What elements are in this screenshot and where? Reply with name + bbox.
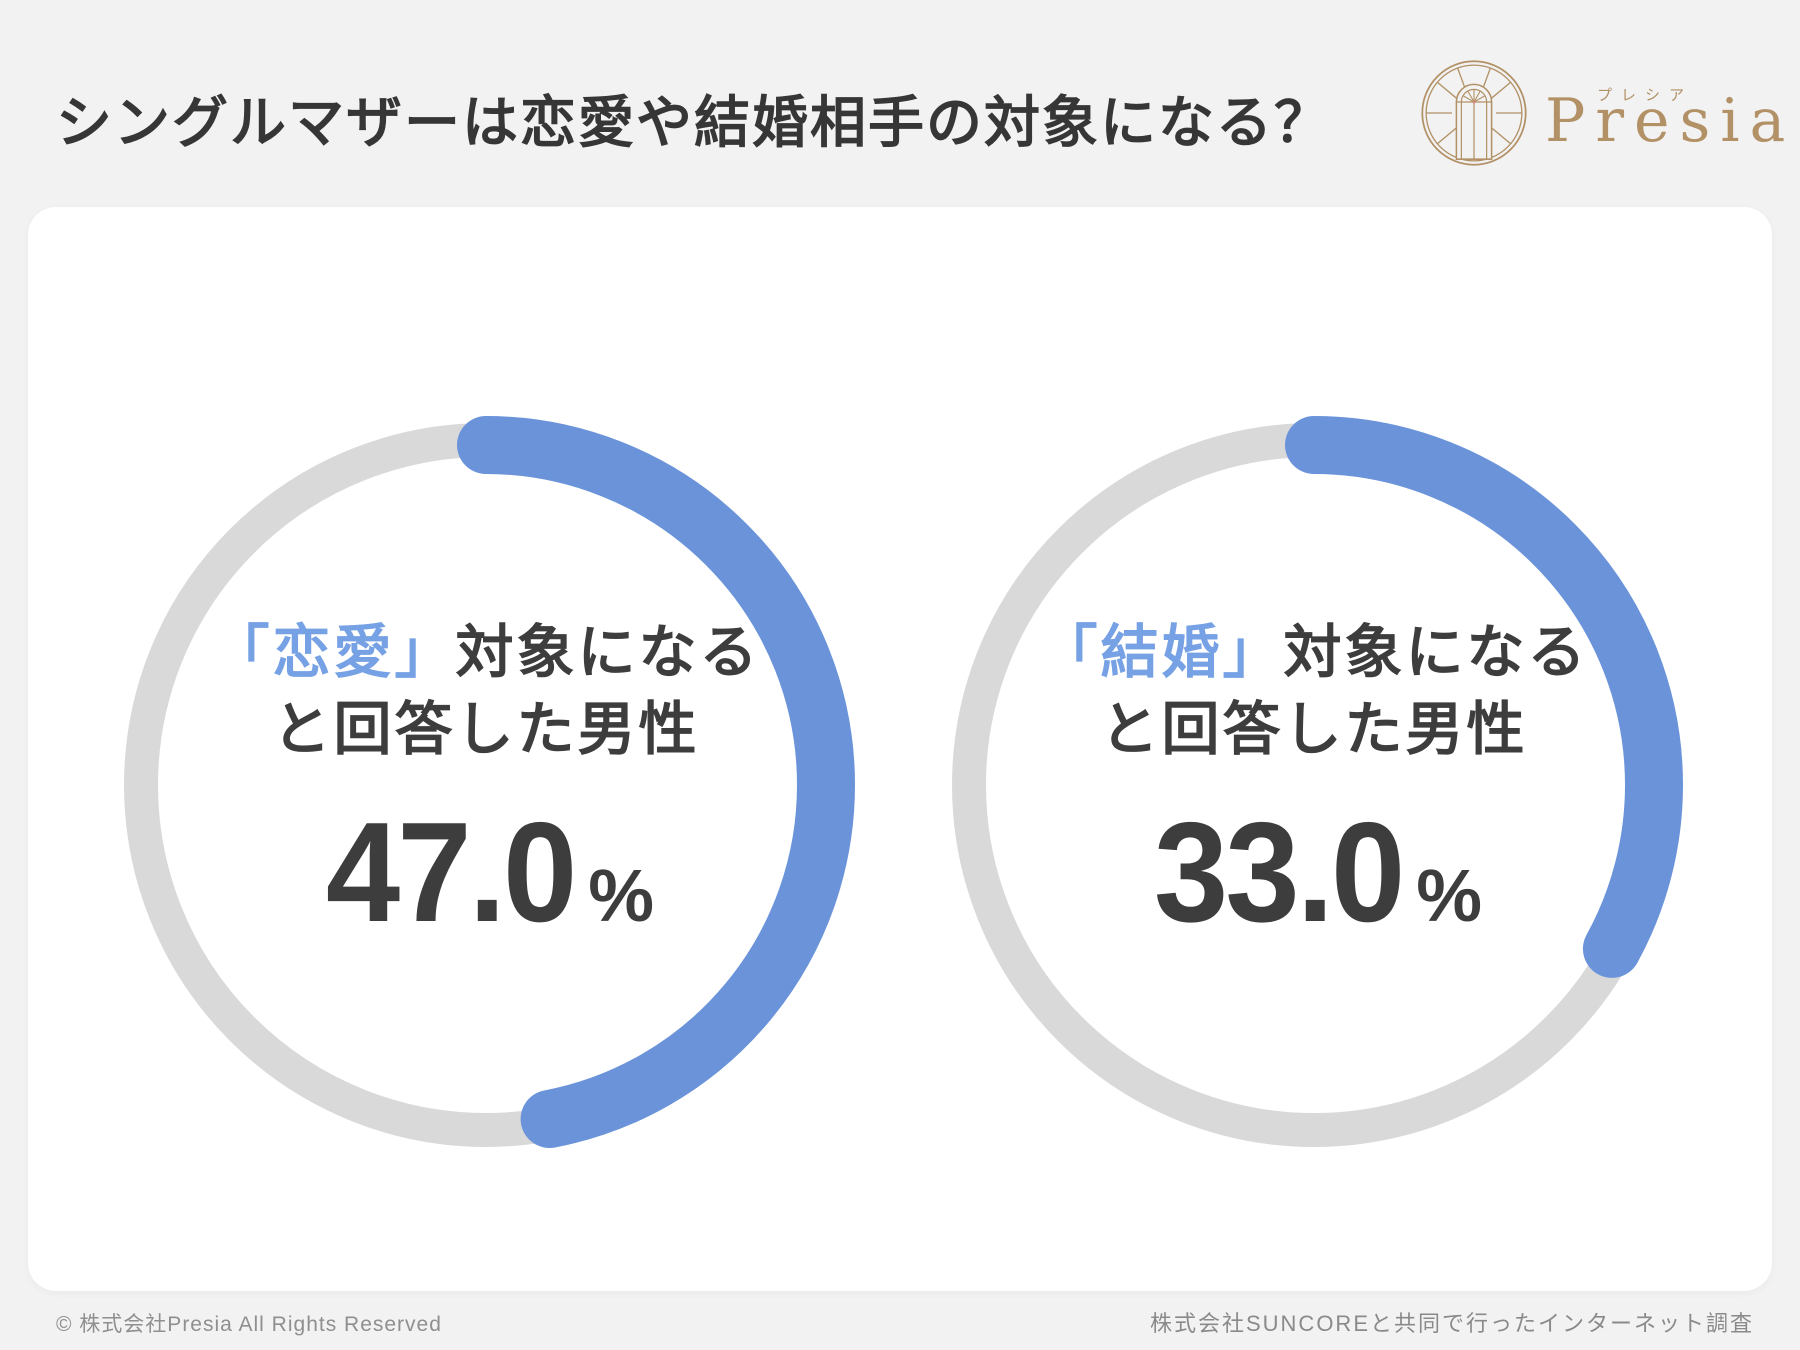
page-title: シングルマザーは恋愛や結婚相手の対象になる？	[56, 91, 1332, 154]
donut-romance-label: 「恋愛」対象になる と回答した男性 47.0%	[116, 415, 856, 1155]
donut-subtitle: と回答した男性	[272, 697, 700, 762]
donut-marriage-label: 「結婚」対象になる と回答した男性 33.0%	[944, 415, 1684, 1155]
logo-wordmark: Presia	[1545, 86, 1796, 156]
chart-card	[28, 207, 1772, 1291]
logo-red-dot	[1472, 100, 1476, 104]
donut-title: 「恋愛」対象になる	[211, 615, 760, 692]
presia-window-icon	[1421, 60, 1527, 166]
donut-percentage: 47.0%	[318, 791, 654, 955]
percent-value: 47.0	[325, 792, 577, 952]
percent-unit: %	[1416, 853, 1483, 937]
percent-unit: %	[588, 853, 655, 937]
donut-value-arc	[945, 416, 1683, 1154]
logo-fan-rays	[1462, 89, 1486, 103]
presia-logo: プレシア Presia	[1419, 56, 1785, 170]
donut-title-rest: 対象になる	[455, 620, 761, 686]
donut-title-highlight: 「恋愛」	[211, 620, 456, 686]
donut-marriage-chart	[945, 416, 1683, 1154]
donut-title-rest: 対象になる	[1283, 620, 1589, 686]
donut-value-arc	[117, 416, 855, 1154]
donut-marriage: 「結婚」対象になる と回答した男性 33.0%	[944, 415, 1684, 1155]
survey-source-text: 株式会社SUNCOREと共同で行ったインターネット調査	[1149, 1311, 1754, 1336]
donut-title: 「結婚」対象になる	[1039, 615, 1588, 692]
percent-value: 33.0	[1153, 792, 1405, 952]
logo-katakana: プレシア	[1597, 87, 1694, 104]
donut-subtitle: と回答した男性	[1100, 697, 1528, 762]
donut-percentage: 33.0%	[1146, 791, 1482, 955]
copyright-text: © 株式会社Presia All Rights Reserved	[56, 1313, 442, 1336]
donut-romance-chart	[117, 416, 855, 1154]
donut-romance: 「恋愛」対象になる と回答した男性 47.0%	[116, 415, 856, 1155]
donut-title-highlight: 「結婚」	[1039, 620, 1284, 686]
